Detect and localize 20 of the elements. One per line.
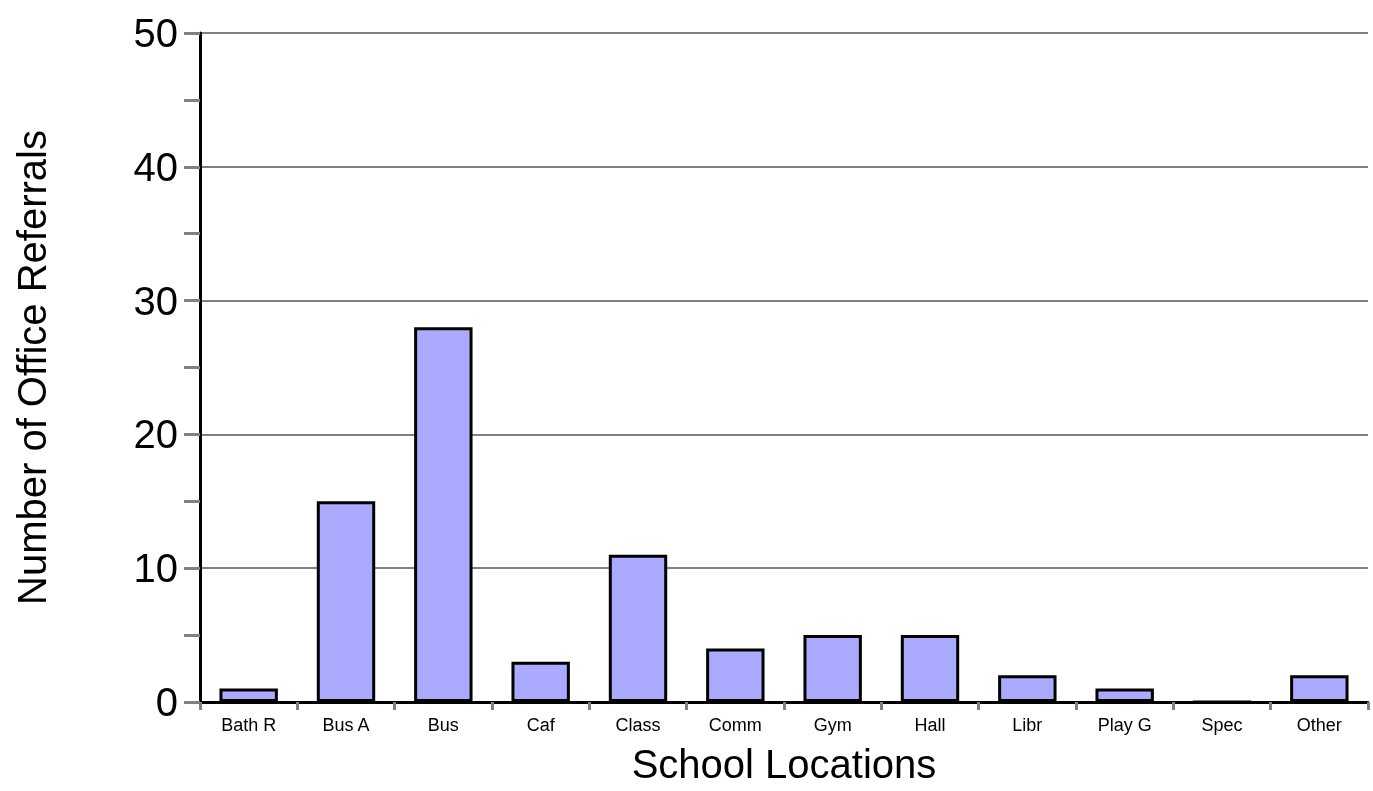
- y-axis-title: Number of Office Referrals: [10, 130, 54, 605]
- y-tick-label: 0: [155, 680, 178, 724]
- y-tick-label: 20: [133, 412, 178, 457]
- x-tick-label: Bath R: [221, 715, 277, 735]
- x-tick-label: Other: [1296, 715, 1342, 735]
- x-tick-label: Comm: [708, 715, 762, 735]
- x-tick-label: Caf: [526, 715, 556, 735]
- x-tick-label: Spec: [1201, 715, 1243, 735]
- x-axis-title: School Locations: [631, 742, 937, 786]
- y-tick-label: 10: [133, 546, 178, 591]
- x-tick-label: Hall: [914, 715, 946, 735]
- x-tick-label: Gym: [813, 715, 852, 735]
- x-tick-label: Bus: [427, 715, 459, 735]
- y-tick-label: 50: [133, 11, 178, 55]
- y-tick-label: 40: [133, 144, 178, 189]
- x-tick-label: Class: [615, 715, 661, 735]
- y-tick-label: 30: [133, 278, 178, 323]
- x-tick-label: Bus A: [322, 715, 370, 735]
- x-tick-label: Play G: [1097, 715, 1152, 735]
- x-tick-label: Libr: [1012, 715, 1043, 735]
